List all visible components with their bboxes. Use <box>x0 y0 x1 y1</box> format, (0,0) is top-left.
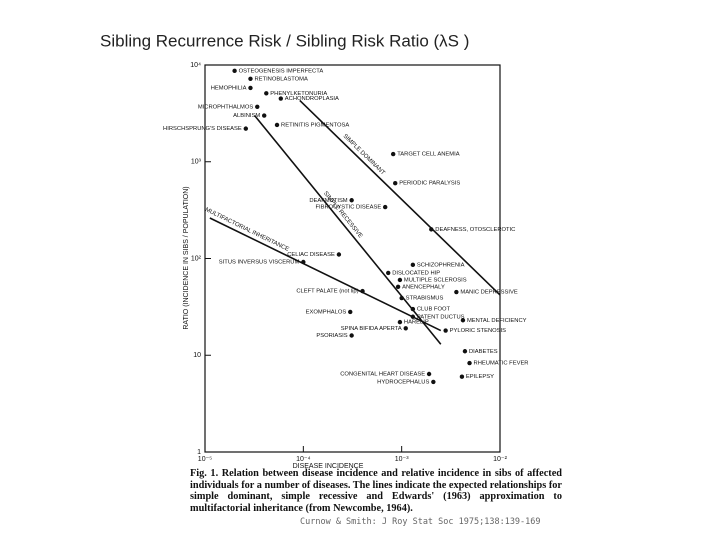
data-point <box>462 349 468 354</box>
data-point <box>397 319 403 325</box>
data-point <box>410 262 416 268</box>
point-label: MENTAL DEFICIENCY <box>467 318 527 324</box>
point-label: CELIAC DISEASE <box>287 252 335 258</box>
data-point <box>349 198 354 203</box>
point-label: FIBROCYSTIC DISEASE <box>315 205 381 211</box>
data-point <box>360 288 365 294</box>
data-point <box>248 76 253 82</box>
point-label: ALBINISM <box>233 113 260 119</box>
point-label: RHEUMATIC FEVER <box>474 361 529 367</box>
point-label: CLEFT PALATE (not lip) <box>296 289 358 295</box>
y-tick-label: 10³ <box>191 159 202 166</box>
data-point <box>274 122 280 128</box>
point-label: MULTIPLE SCLEROSIS <box>404 277 467 283</box>
data-point <box>399 295 404 301</box>
data-point <box>255 104 260 109</box>
data-point <box>278 96 284 101</box>
data-point <box>467 360 472 366</box>
point-label: PSORIASIS <box>316 333 347 339</box>
data-point <box>386 270 391 276</box>
y-tick-label: 10² <box>191 255 202 262</box>
point-label: MANIC DEPRESSIVE <box>460 290 517 296</box>
point-label: STRABISMUS <box>406 296 444 302</box>
line-label: SIMPLE DOMINANT <box>342 133 386 176</box>
point-label: HYDROCEPHALUS <box>377 379 429 385</box>
data-point <box>454 289 459 295</box>
data-point <box>429 227 434 232</box>
line-label: MULTIFACTORIAL INHERITANCE <box>204 207 290 253</box>
point-label: EXOMPHALOS <box>306 310 347 316</box>
point-label: RETINOBLASTOMA <box>254 76 307 82</box>
data-point <box>243 126 249 131</box>
data-point <box>264 91 269 96</box>
data-point <box>390 151 396 157</box>
point-label: RETINITIS PIGMENTOSA <box>281 122 349 128</box>
x-tick-label: 10⁻⁵ <box>198 456 212 463</box>
data-point <box>248 85 253 91</box>
point-label: TARGET CELL ANEMIA <box>397 152 460 158</box>
point-label: SITUS INVERSUS VISCERUM <box>219 260 300 266</box>
data-point <box>336 252 342 257</box>
theory-line <box>299 99 501 296</box>
y-tick-label: 10⁴ <box>190 62 201 69</box>
point-label: SPINA BIFIDA APERTA <box>341 326 402 332</box>
point-label: HEMOPHILIA <box>211 85 247 91</box>
y-tick-label: 10 <box>193 352 201 359</box>
data-point <box>301 259 306 265</box>
data-point <box>426 371 432 377</box>
data-point <box>397 277 403 283</box>
data-point <box>393 181 398 186</box>
point-label: EPILEPSY <box>466 374 494 380</box>
data-point <box>431 379 436 385</box>
data-point <box>459 374 465 379</box>
point-label: DIABETES <box>469 349 498 355</box>
data-point <box>348 309 353 315</box>
data-point <box>410 314 416 319</box>
theory-line <box>254 115 442 345</box>
data-point <box>262 113 267 118</box>
point-label: PATENT DUCTUS <box>417 314 465 320</box>
point-label: ANENCEPHALY <box>402 284 445 290</box>
y-axis-label: RATIO (INCIDENCE IN SIBS / POPULATION) <box>183 186 190 329</box>
data-point <box>460 318 466 323</box>
data-point <box>395 284 401 289</box>
chart-title: Sibling Recurrence Risk / Sibling Risk R… <box>100 31 469 50</box>
point-label: PHENYLKETONURIA <box>270 91 327 97</box>
point-label: CLUB FOOT <box>417 307 451 313</box>
data-point <box>403 326 408 331</box>
plot-frame <box>204 64 501 453</box>
point-label: SCHIZOPHRENIA <box>417 262 465 268</box>
point-label: DEAFMUTISM <box>309 198 347 204</box>
x-tick-label: 10⁻³ <box>395 456 409 463</box>
point-label: CONGENITAL HEART DISEASE <box>340 372 425 378</box>
source-note: Curnow & Smith: J Roy Stat Soc 1975;138:… <box>300 517 541 527</box>
point-label: DISLOCATED HIP <box>392 270 440 276</box>
x-tick-label: 10⁻⁴ <box>296 456 311 463</box>
point-label: PYLORIC STENOSIS <box>450 328 507 334</box>
data-point <box>410 306 416 312</box>
figure-caption: Fig. 1. Relation between disease inciden… <box>190 468 562 514</box>
point-label: HIRSCHSPRUNG'S DISEASE <box>163 126 242 132</box>
y-tick-label: 1 <box>197 449 201 456</box>
point-label: DEAFNESS, OTOSCLEROTIC <box>435 227 515 233</box>
point-label: OSTEOGENESIS IMPERFECTA <box>239 68 324 74</box>
x-tick-label: 10⁻² <box>493 456 507 463</box>
data-point <box>443 328 448 333</box>
data-point <box>232 68 237 74</box>
theory-line <box>209 217 442 332</box>
data-point <box>349 333 354 338</box>
data-point <box>382 204 388 210</box>
point-label: ACHONDROPLASIA <box>285 96 339 102</box>
x-axis-label: DISEASE INCIDENCE <box>293 463 364 470</box>
point-label: HARELIP <box>404 320 429 326</box>
point-label: MICROPHTHALMOS <box>198 104 254 110</box>
point-label: PERIODIC PARALYSIS <box>399 181 460 187</box>
